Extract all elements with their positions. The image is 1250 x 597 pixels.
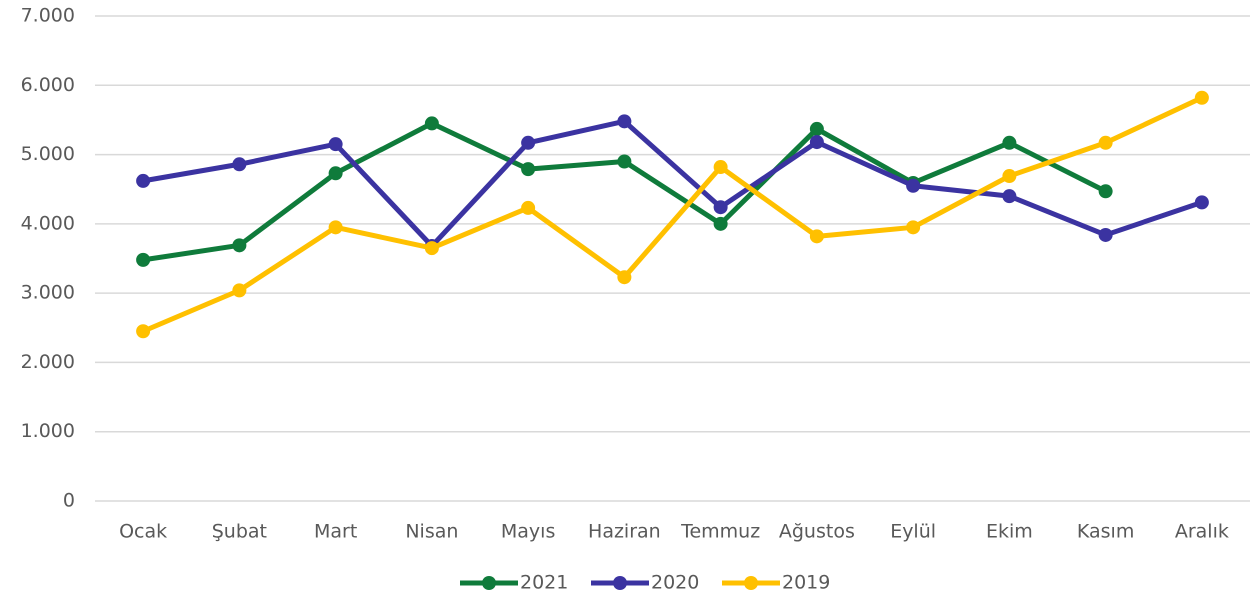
legend-label: 2021	[520, 572, 568, 594]
data-point	[809, 121, 824, 136]
data-point	[1002, 169, 1017, 184]
y-tick-label: 5.000	[21, 143, 75, 165]
data-point	[424, 241, 439, 256]
data-point	[906, 178, 921, 193]
legend-label: 2019	[782, 572, 830, 594]
data-point	[328, 220, 343, 235]
data-point	[1002, 189, 1017, 204]
y-tick-label: 1.000	[21, 420, 75, 442]
series-line	[142, 118, 1203, 249]
data-point	[1194, 195, 1209, 210]
y-tick-label: 3.000	[21, 282, 75, 304]
data-point	[232, 157, 247, 172]
data-point	[424, 116, 439, 131]
x-tick-label: Eylül	[890, 521, 936, 543]
data-point	[1098, 184, 1113, 199]
data-point	[521, 135, 536, 150]
data-point	[713, 160, 728, 175]
x-tick-label: Ekim	[986, 521, 1033, 543]
y-tick-label: 2.000	[21, 351, 75, 373]
data-point	[713, 200, 728, 215]
data-point	[136, 324, 151, 339]
data-point	[1002, 135, 1017, 150]
x-tick-label: Temmuz	[680, 521, 760, 543]
legend-label: 2020	[651, 572, 699, 594]
data-point	[1194, 90, 1209, 105]
data-point	[713, 216, 728, 231]
data-point	[521, 162, 536, 177]
series-line	[142, 95, 1203, 334]
legend-marker	[744, 576, 758, 590]
x-tick-label: Kasım	[1077, 521, 1134, 543]
legend-marker	[613, 576, 627, 590]
y-tick-label: 4.000	[21, 212, 75, 234]
data-point	[232, 283, 247, 298]
x-tick-label: Şubat	[212, 521, 267, 543]
data-point	[809, 135, 824, 150]
x-tick-label: Nisan	[405, 521, 458, 543]
data-point	[906, 220, 921, 235]
x-tick-label: Haziran	[588, 521, 661, 543]
x-tick-label: Aralık	[1175, 521, 1229, 543]
x-tick-label: Ocak	[119, 521, 167, 543]
data-point	[521, 200, 536, 215]
data-point	[136, 252, 151, 267]
data-point	[617, 114, 632, 129]
x-tick-label: Mart	[314, 521, 357, 543]
y-tick-label: 7.000	[21, 5, 75, 27]
x-tick-label: Mayıs	[501, 521, 555, 543]
y-tick-label: 6.000	[21, 74, 75, 96]
data-point	[1098, 227, 1113, 242]
data-point	[328, 166, 343, 181]
data-point	[136, 173, 151, 188]
data-point	[328, 137, 343, 152]
data-point	[617, 270, 632, 285]
y-tick-label: 0	[63, 490, 75, 512]
data-point	[232, 238, 247, 253]
data-point	[809, 229, 824, 244]
x-tick-label: Ağustos	[779, 521, 855, 543]
legend-marker	[482, 576, 496, 590]
data-point	[1098, 135, 1113, 150]
data-point	[617, 154, 632, 169]
